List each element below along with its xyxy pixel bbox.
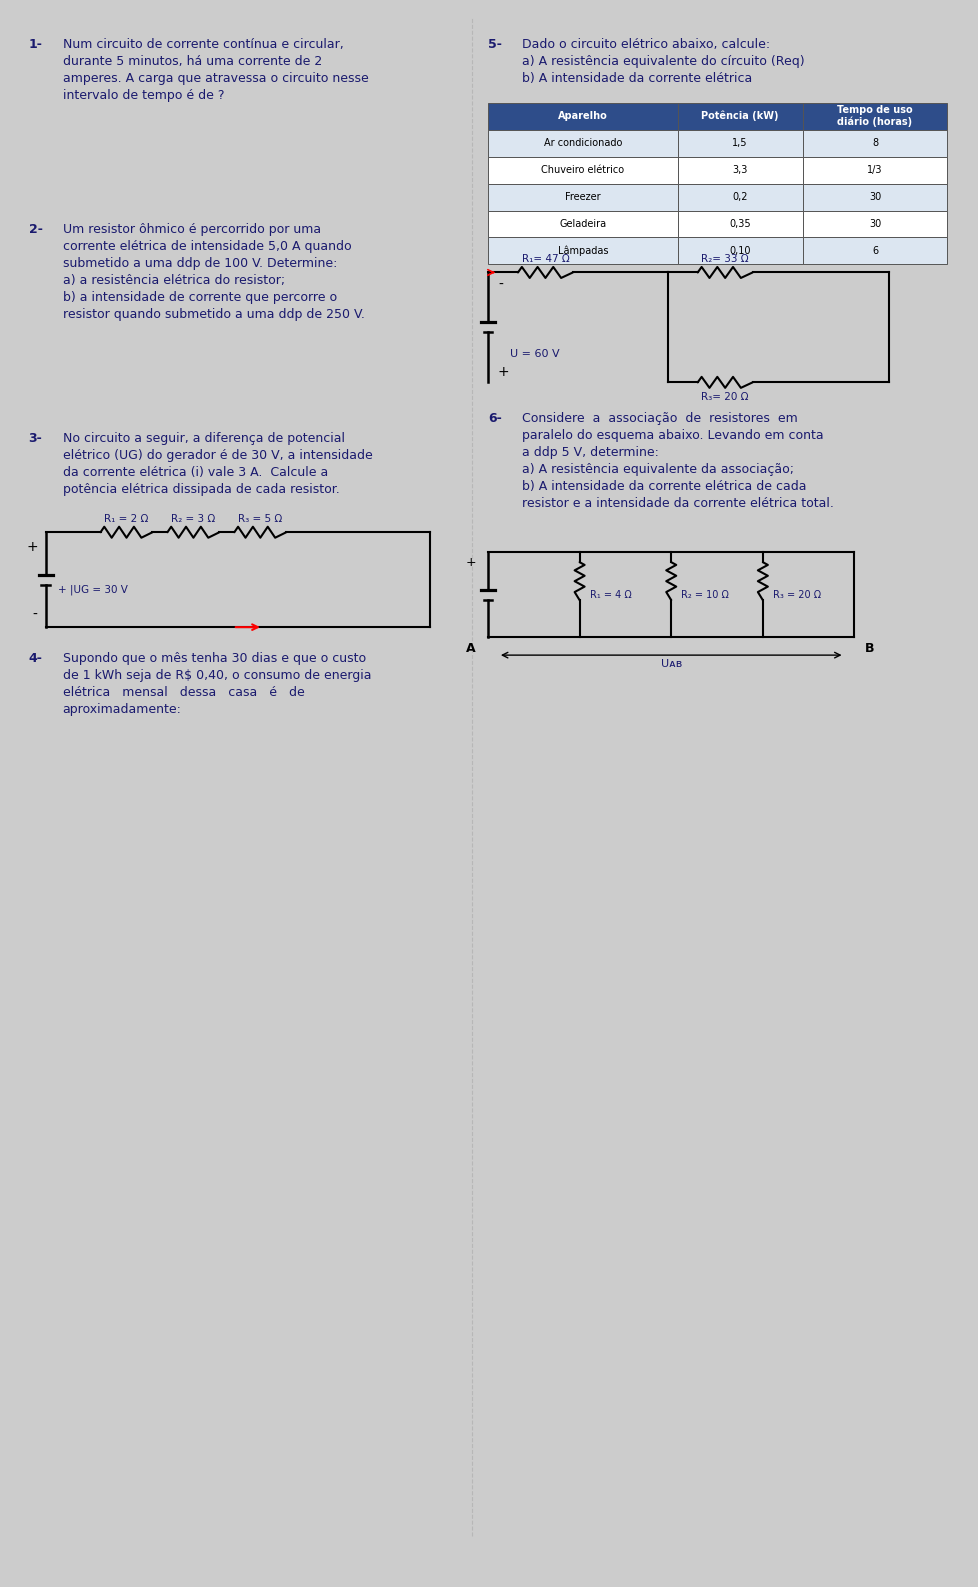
- Text: No circuito a seguir, a diferença de potencial
elétrico (UG) do gerador é de 30 : No circuito a seguir, a diferença de pot…: [63, 432, 372, 497]
- Text: B: B: [864, 643, 873, 655]
- Text: 0,2: 0,2: [732, 192, 747, 202]
- Text: R₃= 20 Ω: R₃= 20 Ω: [700, 392, 748, 403]
- Text: U = 60 V: U = 60 V: [510, 349, 559, 359]
- Text: Geladeira: Geladeira: [558, 219, 605, 229]
- Text: Ar condicionado: Ar condicionado: [543, 138, 621, 148]
- Text: Num circuito de corrente contínua e circular,
durante 5 minutos, há uma corrente: Num circuito de corrente contínua e circ…: [63, 38, 368, 102]
- Text: A: A: [466, 643, 475, 655]
- Bar: [487, 130, 677, 157]
- Text: 6: 6: [871, 246, 877, 256]
- Text: 0,10: 0,10: [729, 246, 750, 256]
- Text: R₂ = 3 Ω: R₂ = 3 Ω: [171, 514, 215, 524]
- Bar: [487, 238, 677, 265]
- Text: 5-: 5-: [487, 38, 502, 51]
- Text: Supondo que o mês tenha 30 dias e que o custo
de 1 kWh seja de R$ 0,40, o consum: Supondo que o mês tenha 30 dias e que o …: [63, 652, 371, 716]
- Bar: [802, 130, 947, 157]
- Text: 4-: 4-: [28, 652, 42, 665]
- Bar: [487, 184, 677, 211]
- Text: Potência (kW): Potência (kW): [700, 111, 778, 121]
- Bar: [802, 238, 947, 265]
- Text: Um resistor ôhmico é percorrido por uma
corrente elétrica de intensidade 5,0 A q: Um resistor ôhmico é percorrido por uma …: [63, 222, 364, 321]
- Text: Chuveiro elétrico: Chuveiro elétrico: [541, 165, 624, 175]
- Bar: [802, 103, 947, 130]
- Text: 1,5: 1,5: [732, 138, 747, 148]
- Text: 0,35: 0,35: [729, 219, 750, 229]
- Bar: [677, 103, 802, 130]
- Text: + |U⁠G = 30 V: + |U⁠G = 30 V: [58, 584, 127, 595]
- Text: 1/3: 1/3: [867, 165, 882, 175]
- Text: 1-: 1-: [28, 38, 42, 51]
- Text: -: -: [498, 278, 503, 292]
- Bar: [677, 211, 802, 238]
- Text: 2-: 2-: [28, 222, 42, 235]
- Text: R₃ = 20 Ω: R₃ = 20 Ω: [772, 590, 821, 600]
- Bar: [802, 184, 947, 211]
- Text: R₁ = 4 Ω: R₁ = 4 Ω: [589, 590, 631, 600]
- Text: Dado o circuito elétrico abaixo, calcule:
a) A resistência equivalente do círcui: Dado o circuito elétrico abaixo, calcule…: [521, 38, 804, 84]
- Text: R₂ = 10 Ω: R₂ = 10 Ω: [681, 590, 729, 600]
- Text: Tempo de uso
diário (horas): Tempo de uso diário (horas): [836, 105, 911, 127]
- Text: Uᴀʙ: Uᴀʙ: [660, 659, 681, 670]
- Text: +: +: [26, 540, 37, 554]
- Text: R₁= 47 Ω: R₁= 47 Ω: [521, 254, 569, 265]
- Bar: [677, 130, 802, 157]
- Text: 6-: 6-: [487, 413, 502, 425]
- Text: Freezer: Freezer: [564, 192, 600, 202]
- Bar: [487, 103, 677, 130]
- Text: Considere  a  associação  de  resistores  em
paralelo do esquema abaixo. Levando: Considere a associação de resistores em …: [521, 413, 833, 511]
- Text: 3,3: 3,3: [732, 165, 747, 175]
- Bar: [802, 211, 947, 238]
- Text: +: +: [465, 555, 475, 568]
- Bar: [677, 157, 802, 184]
- Text: R₃ = 5 Ω: R₃ = 5 Ω: [238, 514, 283, 524]
- Bar: [677, 238, 802, 265]
- Text: Lâmpadas: Lâmpadas: [557, 246, 607, 256]
- Text: 30: 30: [867, 192, 880, 202]
- Text: +: +: [498, 365, 510, 379]
- Text: R₂= 33 Ω: R₂= 33 Ω: [700, 254, 748, 265]
- Bar: [487, 157, 677, 184]
- Text: 3-: 3-: [28, 432, 42, 446]
- Bar: [802, 157, 947, 184]
- Bar: [677, 184, 802, 211]
- Text: Aparelho: Aparelho: [557, 111, 607, 121]
- Text: -: -: [32, 608, 37, 622]
- Text: R₁ = 2 Ω: R₁ = 2 Ω: [105, 514, 149, 524]
- Text: 8: 8: [871, 138, 877, 148]
- Bar: [487, 211, 677, 238]
- Text: 30: 30: [867, 219, 880, 229]
